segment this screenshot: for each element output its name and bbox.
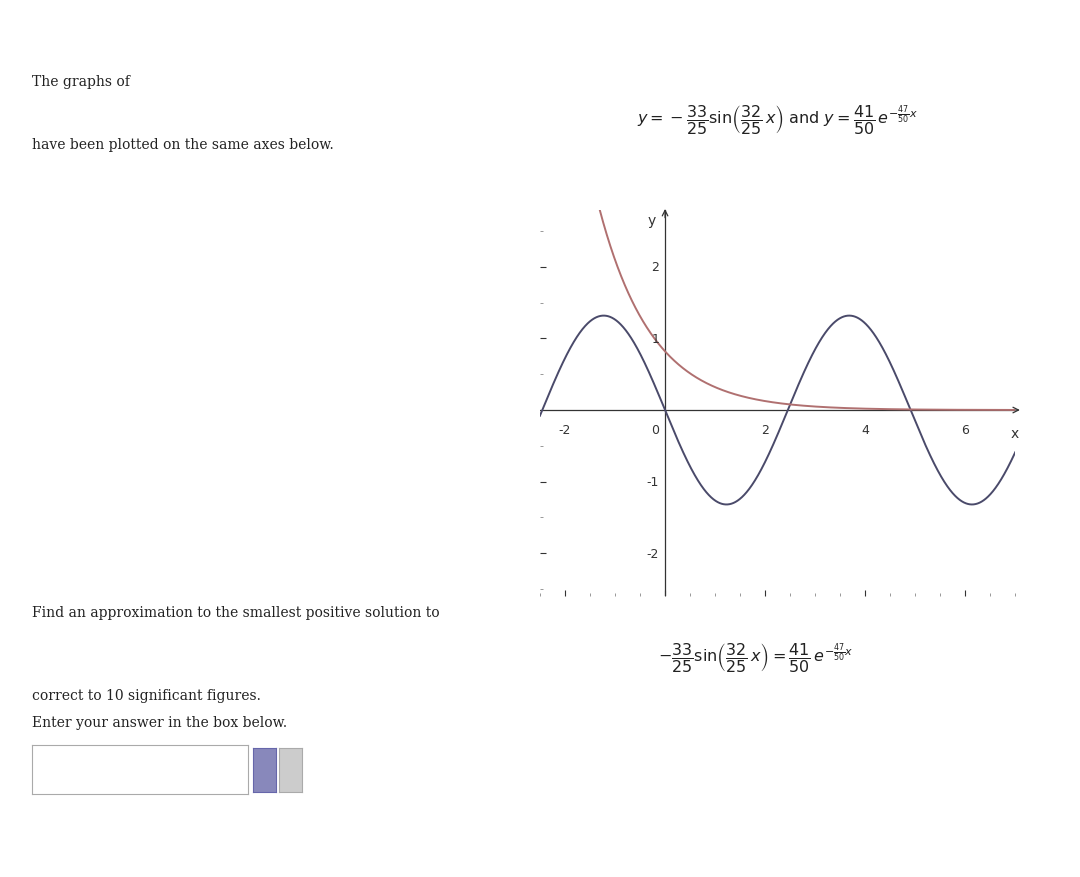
Text: $y = -\dfrac{33}{25}\sin\!\left(\dfrac{32}{25}\,x\right)$ and $y = \dfrac{41}{50: $y = -\dfrac{33}{25}\sin\!\left(\dfrac{3… [637, 103, 918, 136]
Text: 1: 1 [651, 332, 659, 346]
Text: have been plotted on the same axes below.: have been plotted on the same axes below… [32, 138, 334, 152]
Text: -2: -2 [647, 547, 659, 560]
Text: 0: 0 [651, 424, 659, 437]
Text: 2: 2 [651, 261, 659, 275]
Text: -1: -1 [647, 475, 659, 488]
Text: The graphs of: The graphs of [32, 75, 131, 89]
Text: y: y [648, 214, 656, 228]
Text: $-\dfrac{33}{25}\sin\!\left(\dfrac{32}{25}\,x\right) = \dfrac{41}{50}\,e^{-\frac: $-\dfrac{33}{25}\sin\!\left(\dfrac{32}{2… [658, 640, 854, 674]
Text: x: x [1011, 426, 1020, 440]
Text: 2: 2 [761, 424, 769, 437]
Text: correct to 10 significant figures.: correct to 10 significant figures. [32, 688, 261, 702]
Text: Find an approximation to the smallest positive solution to: Find an approximation to the smallest po… [32, 605, 440, 619]
Text: -2: -2 [558, 424, 571, 437]
Text: 4: 4 [861, 424, 869, 437]
Text: 6: 6 [961, 424, 969, 437]
Text: Enter your answer in the box below.: Enter your answer in the box below. [32, 715, 287, 729]
